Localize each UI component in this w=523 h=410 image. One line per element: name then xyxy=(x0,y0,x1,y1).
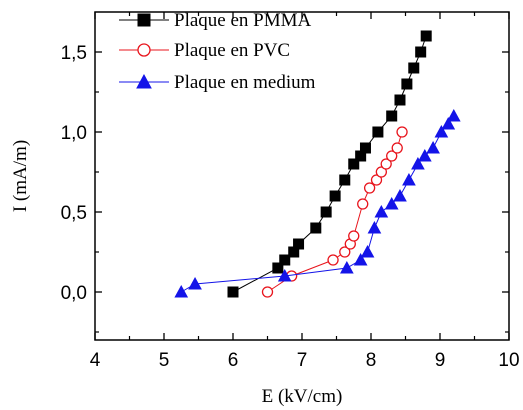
data-point xyxy=(348,230,360,242)
axis-ticks: 4 5 6 7 8 9 10 0,0 0,5 1,0 1,5 xyxy=(61,12,520,371)
legend-label: Plaque en medium xyxy=(174,72,316,93)
data-point xyxy=(415,46,427,58)
data-point xyxy=(370,174,383,186)
series-2 xyxy=(261,126,408,298)
data-point xyxy=(360,244,375,258)
data-point xyxy=(310,222,322,234)
data-point xyxy=(372,126,384,138)
data-point xyxy=(320,206,332,218)
legend-item: Plaque en PVC xyxy=(119,40,290,61)
data-point xyxy=(227,286,239,298)
data-point xyxy=(279,254,291,266)
legend-item: Plaque en PMMA xyxy=(119,10,312,31)
data-point xyxy=(174,284,189,298)
data-point xyxy=(339,174,351,186)
x-tick-label: 10 xyxy=(498,350,519,371)
y-tick-label: 0,0 xyxy=(61,283,87,304)
data-point xyxy=(393,188,407,202)
data-point xyxy=(261,286,274,298)
data-point xyxy=(446,108,461,122)
legend-marker xyxy=(136,73,152,89)
y-tick-label: 0,5 xyxy=(61,203,87,224)
data-point xyxy=(188,276,202,290)
data-point xyxy=(348,158,360,170)
data-point xyxy=(357,198,369,210)
series-1 xyxy=(227,30,432,298)
series-3 xyxy=(174,108,461,298)
data-point xyxy=(386,150,398,162)
data-point xyxy=(340,260,354,274)
x-tick-label: 9 xyxy=(435,350,446,371)
plot-frame xyxy=(94,11,510,341)
data-point xyxy=(367,220,382,234)
data-point xyxy=(353,252,368,266)
y-axis-label: I (mA/m) xyxy=(10,140,31,212)
data-point xyxy=(293,238,305,250)
data-point xyxy=(411,156,425,170)
y-tick-label: 1,0 xyxy=(61,123,87,144)
data-point xyxy=(417,148,432,162)
x-axis-label: E (kV/cm) xyxy=(262,386,343,407)
legend-marker xyxy=(137,13,151,27)
data-point xyxy=(441,116,456,130)
data-point xyxy=(402,172,416,186)
legend-item: Plaque en medium xyxy=(119,72,316,93)
legend-label: Plaque en PMMA xyxy=(174,10,312,31)
data-point xyxy=(380,158,392,170)
data-point xyxy=(408,62,420,74)
data-point xyxy=(401,78,413,90)
data-point xyxy=(363,182,376,194)
legend-label: Plaque en PVC xyxy=(174,40,290,61)
data-point xyxy=(375,166,388,178)
data-point xyxy=(339,246,351,258)
data-point xyxy=(391,142,403,154)
data-point xyxy=(329,190,341,202)
data-point xyxy=(374,204,389,218)
data-point xyxy=(394,94,406,106)
x-tick-label: 8 xyxy=(366,350,377,371)
legend: Plaque en PMMA Plaque en PVC Plaque en med… xyxy=(119,10,316,93)
data-point xyxy=(426,140,440,154)
data-point xyxy=(386,110,398,122)
data-point xyxy=(327,254,339,266)
y-tick-label: 1,5 xyxy=(61,43,87,64)
data-point xyxy=(359,142,371,154)
data-point xyxy=(434,124,449,138)
legend-marker xyxy=(137,43,151,57)
data-point xyxy=(420,30,432,42)
data-point xyxy=(384,196,399,210)
data-point xyxy=(396,126,408,138)
plot-area xyxy=(174,30,461,298)
x-tick-label: 5 xyxy=(159,350,170,371)
x-tick-label: 6 xyxy=(228,350,239,371)
data-point xyxy=(272,262,284,274)
x-tick-label: 7 xyxy=(297,350,308,371)
data-point xyxy=(277,268,292,282)
x-tick-label: 4 xyxy=(90,350,101,371)
